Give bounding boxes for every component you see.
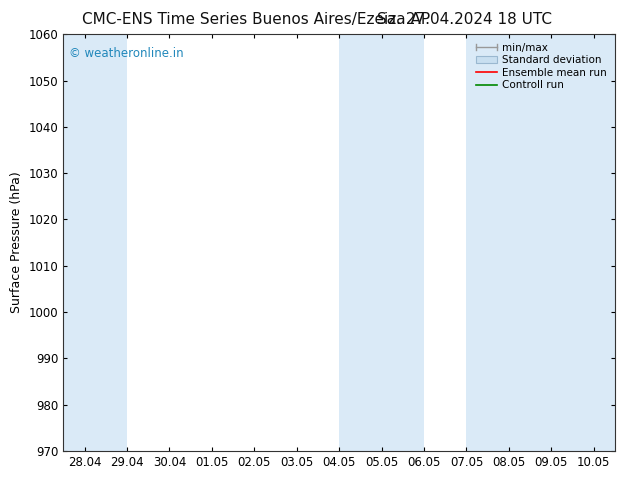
Text: © weatheronline.in: © weatheronline.in [69, 47, 183, 60]
Bar [339, 34, 424, 451]
Bar [467, 34, 615, 451]
Text: CMC-ENS Time Series Buenos Aires/Ezeiza AP: CMC-ENS Time Series Buenos Aires/Ezeiza … [82, 12, 430, 27]
Text: Sa. 27.04.2024 18 UTC: Sa. 27.04.2024 18 UTC [377, 12, 552, 27]
Legend: min/max, Standard deviation, Ensemble mean run, Controll run: min/max, Standard deviation, Ensemble me… [473, 40, 610, 94]
Bar [63, 34, 127, 451]
Y-axis label: Surface Pressure (hPa): Surface Pressure (hPa) [10, 172, 23, 314]
